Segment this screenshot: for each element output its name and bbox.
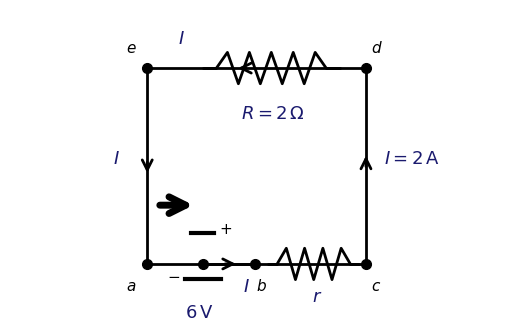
Text: $r$: $r$ xyxy=(312,288,322,305)
Text: $-$: $-$ xyxy=(167,268,180,283)
Text: a: a xyxy=(126,279,135,294)
Text: $R{=}2\,\Omega$: $R{=}2\,\Omega$ xyxy=(241,105,305,123)
Text: d: d xyxy=(371,41,381,56)
Text: e: e xyxy=(126,41,135,56)
Text: $I{=}2\,\mathrm{A}$: $I{=}2\,\mathrm{A}$ xyxy=(384,150,440,168)
Text: b: b xyxy=(257,279,266,294)
Text: $6\,\mathrm{V}$: $6\,\mathrm{V}$ xyxy=(185,304,214,322)
Text: $+$: $+$ xyxy=(219,222,233,237)
Text: c: c xyxy=(371,279,380,294)
Text: $I$: $I$ xyxy=(113,150,120,168)
Text: $I$: $I$ xyxy=(178,30,185,48)
Text: $I$: $I$ xyxy=(243,278,250,296)
